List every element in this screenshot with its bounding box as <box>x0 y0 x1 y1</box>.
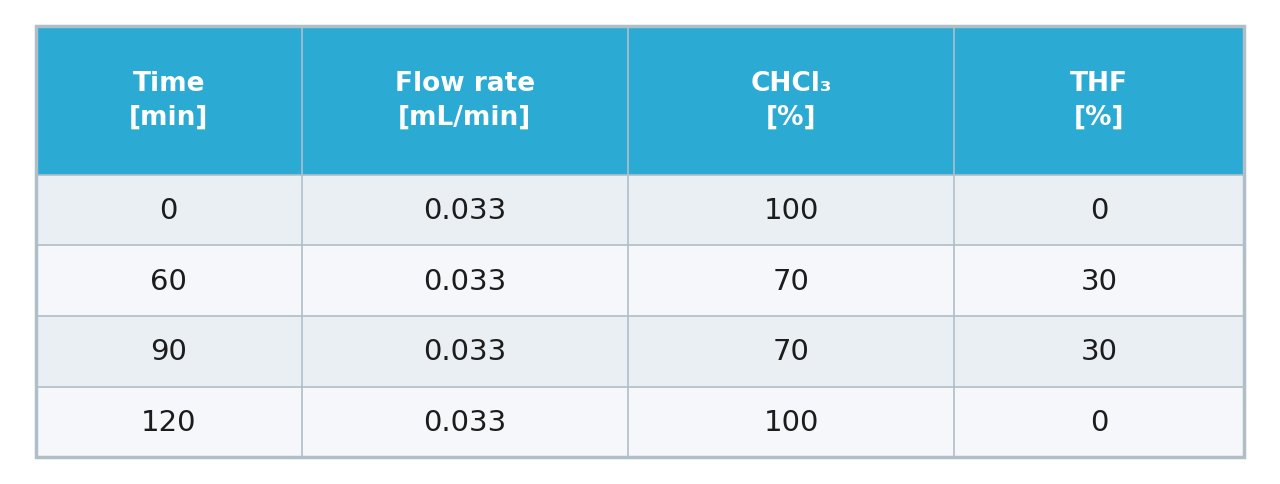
Bar <box>36 387 302 457</box>
Bar <box>954 246 1244 317</box>
Bar <box>36 246 302 317</box>
Text: 0.033: 0.033 <box>424 197 507 225</box>
Bar <box>628 246 954 317</box>
Text: 0.033: 0.033 <box>424 408 507 436</box>
Bar <box>954 27 1244 175</box>
Bar <box>302 387 628 457</box>
Bar <box>628 175 954 246</box>
Text: THF
[%]: THF [%] <box>1070 71 1128 131</box>
Text: 0: 0 <box>1091 408 1108 436</box>
Text: 100: 100 <box>763 197 819 225</box>
Text: 0.033: 0.033 <box>424 267 507 295</box>
Text: Time
[min]: Time [min] <box>129 71 209 131</box>
Text: 30: 30 <box>1080 338 1117 365</box>
Text: 0.033: 0.033 <box>424 338 507 365</box>
Bar <box>36 175 302 246</box>
Bar <box>628 317 954 387</box>
Text: 90: 90 <box>150 338 187 365</box>
Text: CHCl₃
[%]: CHCl₃ [%] <box>750 71 832 131</box>
Bar <box>302 246 628 317</box>
Bar <box>36 27 1244 457</box>
Text: 100: 100 <box>763 408 819 436</box>
Bar <box>302 27 628 175</box>
Bar <box>628 387 954 457</box>
Text: 30: 30 <box>1080 267 1117 295</box>
Text: 60: 60 <box>150 267 187 295</box>
Text: 0: 0 <box>1091 197 1108 225</box>
Bar <box>36 27 302 175</box>
Text: 70: 70 <box>773 267 809 295</box>
Bar <box>954 387 1244 457</box>
Text: Flow rate
[mL/min]: Flow rate [mL/min] <box>394 71 535 131</box>
Bar <box>628 27 954 175</box>
Bar <box>302 317 628 387</box>
Bar <box>954 175 1244 246</box>
Text: 0: 0 <box>160 197 178 225</box>
Bar <box>36 317 302 387</box>
Text: 70: 70 <box>773 338 809 365</box>
Bar <box>954 317 1244 387</box>
Text: 120: 120 <box>141 408 197 436</box>
Bar <box>302 175 628 246</box>
